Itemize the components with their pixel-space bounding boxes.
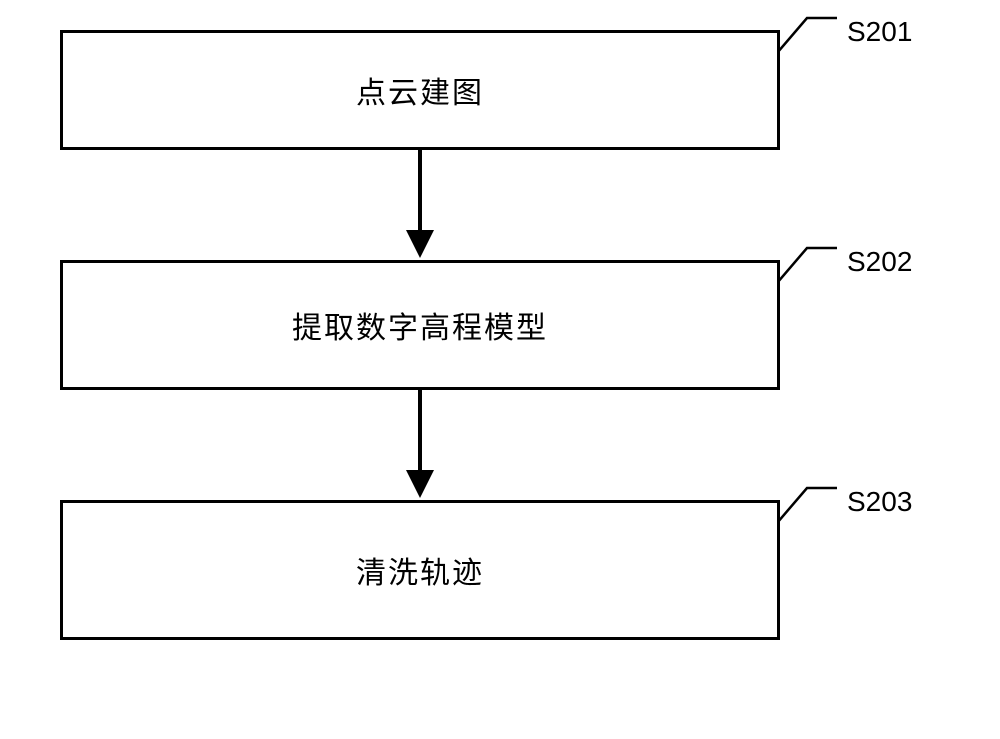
callout-label-2: S202 [847, 246, 912, 278]
arrow-2 [60, 390, 780, 500]
callout-label-1: S201 [847, 16, 912, 48]
step-text-3: 清洗轨迹 [356, 548, 484, 592]
callout-line-icon [777, 478, 837, 528]
step-box-3: 清洗轨迹 S203 [60, 500, 780, 640]
callout-1: S201 [777, 8, 937, 68]
step-box-2: 提取数字高程模型 S202 [60, 260, 780, 390]
flowchart-container: 点云建图 S201 提取数字高程模型 S202 清洗轨迹 [60, 30, 940, 640]
callout-label-3: S203 [847, 486, 912, 518]
callout-2: S202 [777, 238, 937, 298]
arrow-1 [60, 150, 780, 260]
arrow-down-icon [400, 150, 440, 260]
step-text-2: 提取数字高程模型 [292, 303, 548, 347]
callout-line-icon [777, 238, 837, 288]
callout-line-icon [777, 8, 837, 58]
step-text-1: 点云建图 [356, 68, 484, 112]
arrow-down-icon [400, 390, 440, 500]
step-box-1: 点云建图 S201 [60, 30, 780, 150]
callout-3: S203 [777, 478, 937, 538]
